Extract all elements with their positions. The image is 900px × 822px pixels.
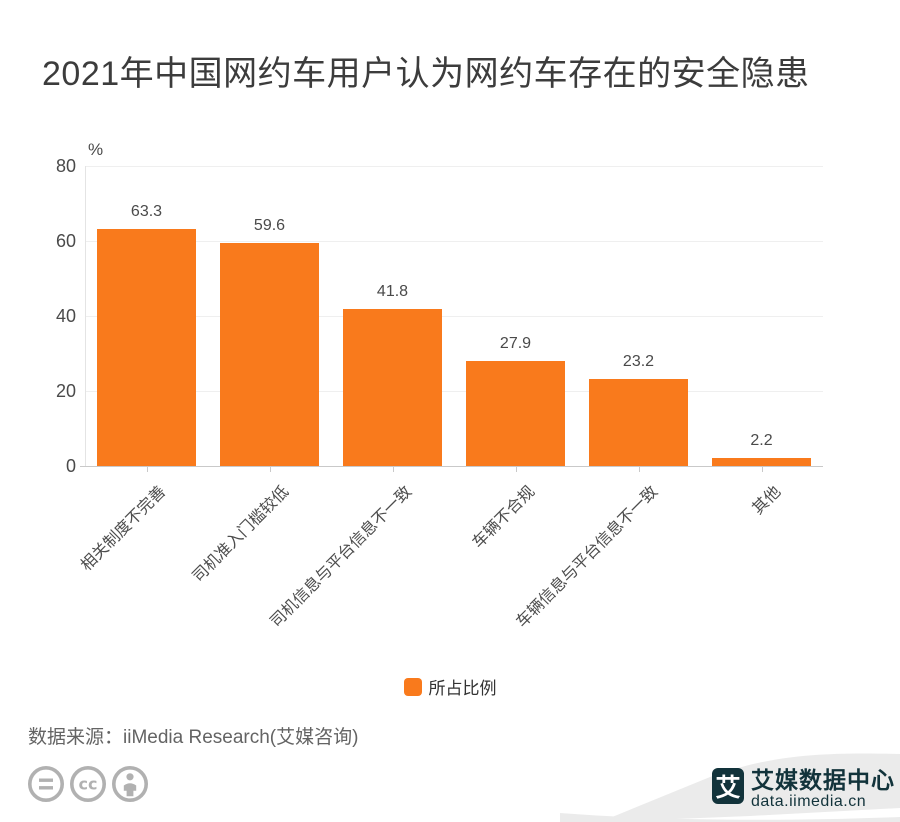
bar[interactable] xyxy=(97,228,196,466)
x-axis-tick xyxy=(515,467,517,472)
x-axis-category-label: 车辆不合规 xyxy=(470,483,539,552)
brand-url: data.iimedia.cn xyxy=(751,793,867,810)
brand-name: 艾媒数据中心 xyxy=(751,767,895,793)
svg-text:cc: cc xyxy=(79,775,98,794)
y-axis-tick-label: 60 xyxy=(55,231,76,251)
bar-value-label: 2.2 xyxy=(750,431,773,449)
license-icons: cc xyxy=(26,764,150,804)
bar-value-label: 63.3 xyxy=(130,202,163,220)
brand-logo-icon: 艾 xyxy=(712,768,744,804)
y-axis-tick-label: 80 xyxy=(55,156,76,176)
x-axis-tick xyxy=(392,467,394,472)
x-axis-category-label: 司机准入门槛较低 xyxy=(190,483,293,586)
bar[interactable] xyxy=(343,309,442,466)
gridline xyxy=(85,241,823,242)
gridline xyxy=(85,316,823,317)
gridline xyxy=(85,166,823,167)
x-axis-tick xyxy=(146,467,148,472)
chart-title: 2021年中国网约车用户认为网约车存在的安全隐患 xyxy=(42,55,810,93)
x-axis-tick xyxy=(269,467,271,472)
bar-value-label: 23.2 xyxy=(622,353,655,370)
bar[interactable] xyxy=(712,457,811,466)
equals-icon xyxy=(27,765,65,803)
bar[interactable] xyxy=(589,379,688,466)
data-source-text: 数据来源：iiMedia Research(艾媒咨询) xyxy=(28,727,359,748)
ribbon-decoration xyxy=(560,753,900,822)
x-axis-tick xyxy=(638,467,640,472)
cc-icon: cc xyxy=(69,765,107,803)
x-axis-tick xyxy=(761,467,763,472)
y-axis-tick-label: 40 xyxy=(55,306,76,326)
legend-swatch-icon xyxy=(403,677,422,696)
bar[interactable] xyxy=(466,361,565,466)
bar-value-label: 59.6 xyxy=(253,216,286,234)
brand-logo: 艾 艾媒数据中心 data.iimedia.cn xyxy=(712,768,895,810)
legend[interactable]: 所占比例 xyxy=(0,674,900,699)
bar-value-label: 41.8 xyxy=(376,283,409,301)
gridline xyxy=(85,391,823,392)
y-axis-tick-label: 20 xyxy=(55,381,76,401)
attribution-person-icon xyxy=(111,765,149,803)
x-axis-category-label: 相关制度不完善 xyxy=(78,483,170,575)
y-axis-tick-label: 0 xyxy=(65,456,76,476)
y-axis-line xyxy=(85,166,86,466)
legend-label: 所占比例 xyxy=(428,679,497,698)
bar-value-label: 27.9 xyxy=(499,335,532,353)
x-axis-line xyxy=(80,466,823,467)
y-axis-unit-label: % xyxy=(88,140,104,159)
bar[interactable] xyxy=(220,242,319,466)
x-axis-category-label: 其他 xyxy=(750,483,785,518)
